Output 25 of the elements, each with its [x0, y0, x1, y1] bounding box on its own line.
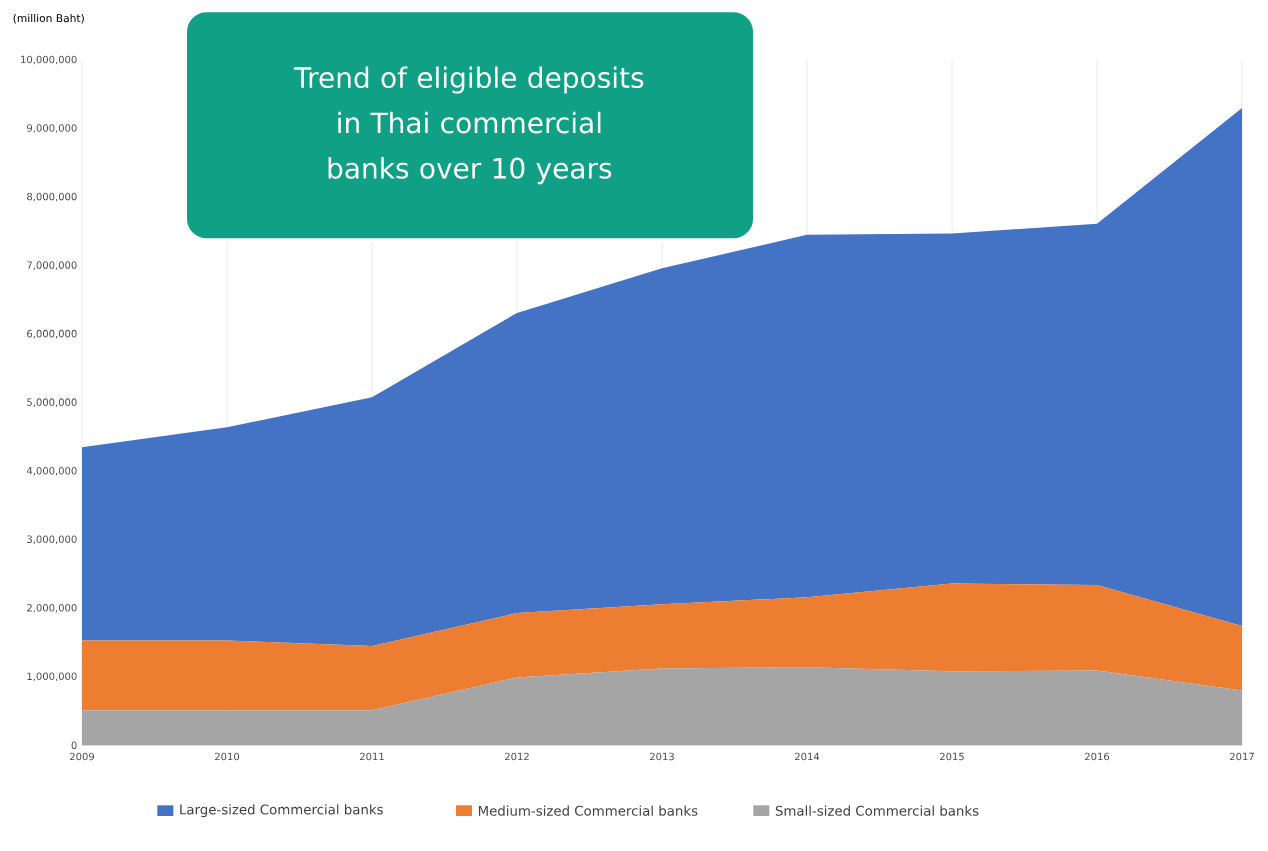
x-tick-label: 2017: [1230, 752, 1254, 761]
y-tick-label: 8,000,000: [27, 192, 77, 202]
x-tick-label: 2010: [215, 752, 240, 761]
legend-label: Medium-sized Commercial banks: [478, 805, 698, 816]
y-tick-label: 2,000,000: [27, 604, 77, 613]
legend-label: Large-sized Commercial banks: [180, 804, 383, 818]
y-tick-label: 4,000,000: [26, 467, 77, 476]
legend-label: Small-sized Commercial banks: [775, 805, 979, 816]
y-tick-label: 3,000,000: [27, 535, 77, 545]
x-tick-label: 2013: [650, 752, 674, 761]
x-tick-label: 2015: [940, 752, 964, 761]
y-tick-label: 9,000,000: [27, 124, 77, 133]
x-tick-label: 2009: [70, 752, 95, 761]
y-tick-label: 0: [71, 741, 77, 750]
y-axis-title: (million Baht): [13, 14, 84, 24]
y-tick-label: 10,000,000: [21, 55, 77, 65]
text: Trend of eligible deposits in Thai commercial banks over 10 years: [293, 66, 644, 185]
y-tick-label: 5,000,000: [27, 398, 77, 408]
x-tick-label: 2012: [505, 752, 529, 761]
x-tick-label: 2014: [795, 752, 820, 761]
x-tick-label: 2011: [360, 752, 384, 761]
x-tick-label: 2016: [1085, 752, 1110, 761]
y-tick-label: 1,000,000: [27, 672, 77, 682]
y-tick-label: 7,000,000: [27, 261, 77, 271]
y-tick-label: 6,000,000: [27, 330, 77, 339]
